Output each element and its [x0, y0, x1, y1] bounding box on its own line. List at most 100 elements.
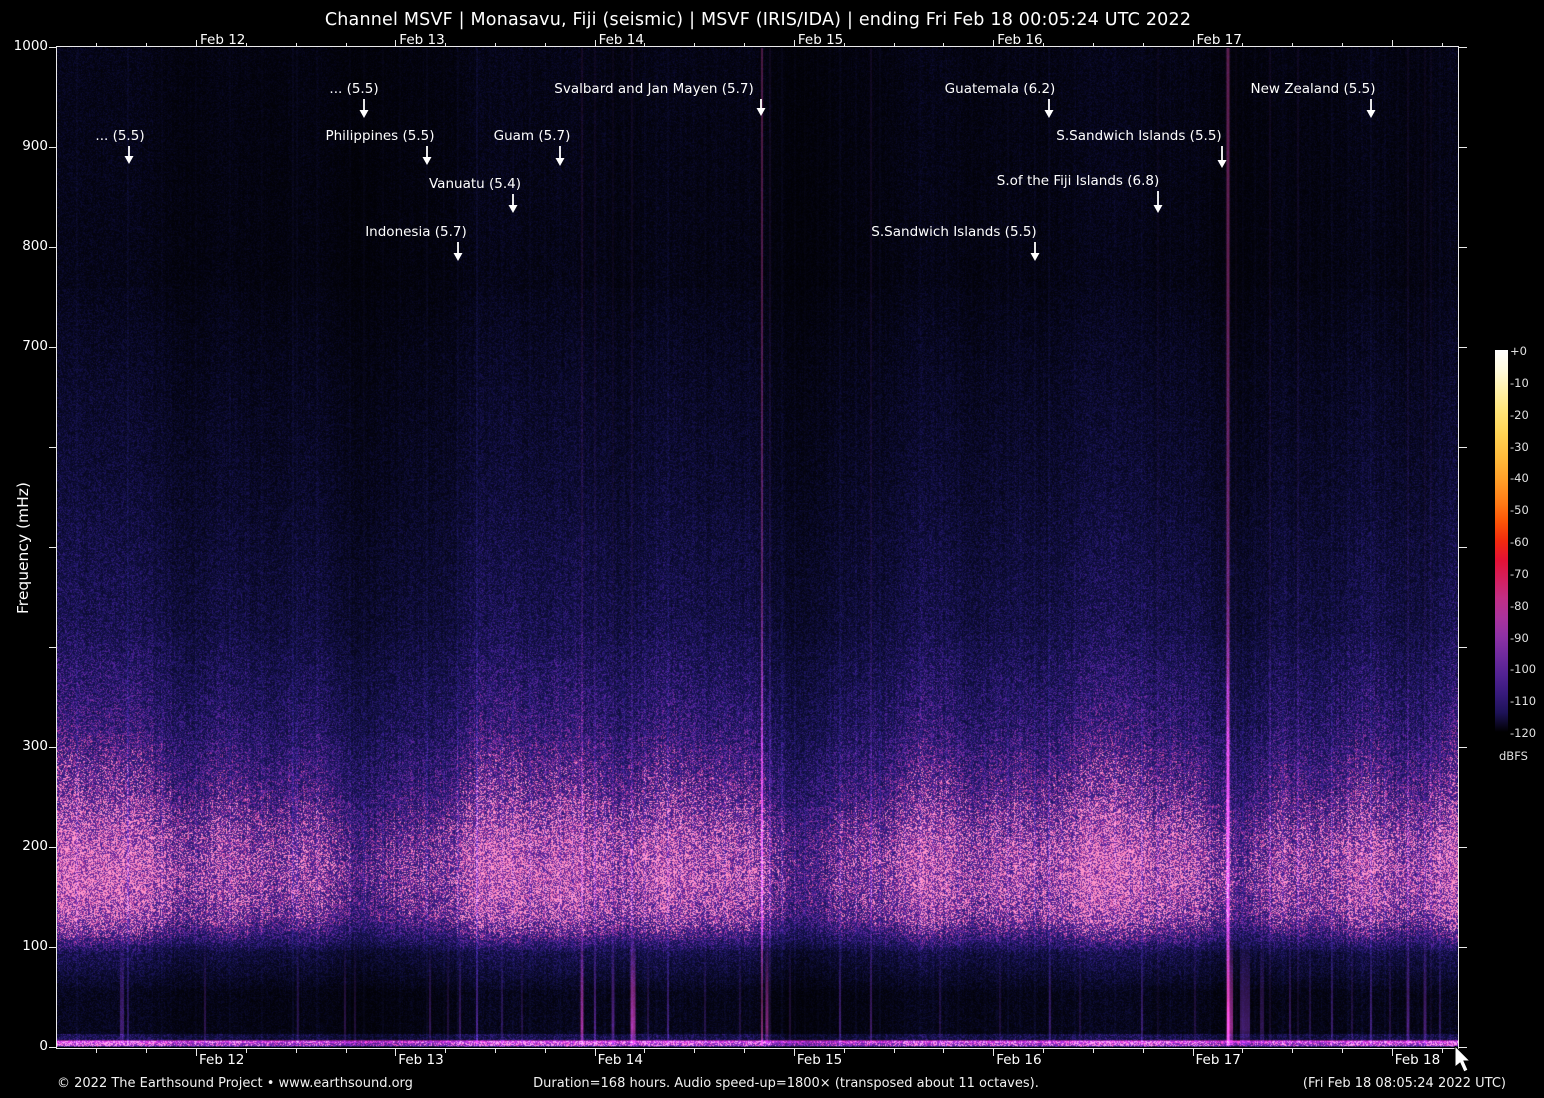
earthquake-annotation: Indonesia (5.7) — [365, 224, 467, 240]
earthquake-annotation: ... (5.5) — [95, 128, 145, 144]
x-minor-tick-top — [843, 43, 845, 47]
bottom-axis-day-label: Feb 15 — [796, 1052, 843, 1068]
top-axis-day-label: Feb 12 — [200, 32, 246, 48]
x-minor-tick-top — [1242, 43, 1244, 47]
earthquake-annotation: S.Sandwich Islands (5.5) — [1056, 128, 1222, 144]
y-tick-left — [49, 1047, 57, 1048]
x-minor-tick-bottom — [1342, 1048, 1343, 1053]
y-tick-right — [1459, 347, 1467, 348]
top-axis-day-label: Feb 17 — [1196, 32, 1242, 48]
render-timestamp-text: (Fri Feb 18 08:05:24 2022 UTC) — [1302, 1076, 1506, 1091]
colorbar-tick-label: -70 — [1510, 566, 1529, 581]
colorbar-tick-label: -80 — [1510, 598, 1529, 613]
x-major-tick-bottom — [594, 1048, 596, 1056]
y-tick-right — [1459, 947, 1467, 948]
top-axis-day-label: Feb 14 — [598, 32, 644, 48]
colorbar — [1495, 350, 1508, 732]
colorbar-unit-label: dBFS — [1499, 749, 1528, 763]
x-minor-tick-bottom — [893, 1048, 895, 1053]
y-axis-title: Frequency (mHz) — [14, 482, 32, 614]
x-minor-tick-top — [295, 43, 297, 47]
x-minor-tick-bottom — [744, 1048, 746, 1053]
x-minor-tick-top — [345, 43, 347, 47]
x-major-tick-top — [594, 40, 596, 47]
y-tick-label: 0 — [39, 1038, 48, 1054]
x-major-tick-top — [993, 40, 995, 47]
top-axis-day-label: Feb 15 — [797, 32, 844, 48]
x-minor-tick-top — [694, 43, 696, 47]
x-minor-tick-bottom — [345, 1048, 347, 1053]
x-minor-tick-bottom — [495, 1048, 496, 1053]
colorbar-tick-label: -100 — [1510, 662, 1537, 677]
y-tick-left — [49, 247, 57, 248]
y-tick-left — [49, 847, 57, 848]
top-axis-day-label: Feb 16 — [997, 32, 1043, 48]
x-minor-tick-bottom — [644, 1048, 646, 1053]
x-minor-tick-bottom — [544, 1048, 546, 1053]
bottom-axis-day-label: Feb 18 — [1394, 1052, 1441, 1068]
x-major-tick-top — [196, 40, 197, 47]
y-tick-left — [49, 447, 57, 448]
y-tick-label: 900 — [22, 138, 48, 154]
x-minor-tick-top — [893, 43, 895, 47]
x-minor-tick-top — [644, 43, 646, 47]
y-tick-label: 200 — [22, 838, 48, 854]
copyright-text: © 2022 The Earthsound Project • www.eart… — [57, 1076, 413, 1091]
x-minor-tick-bottom — [1043, 1048, 1044, 1053]
earthquake-annotation: S.of the Fiji Islands (6.8) — [996, 173, 1160, 189]
y-tick-right — [1459, 847, 1467, 848]
colorbar-tick-label: -50 — [1510, 503, 1529, 518]
x-minor-tick-top — [544, 43, 546, 47]
x-major-tick-bottom — [993, 1048, 995, 1056]
colorbar-tick-label: -110 — [1510, 694, 1537, 709]
y-tick-left — [49, 147, 57, 148]
x-major-tick-top — [1391, 40, 1393, 47]
x-minor-tick-top — [245, 43, 247, 47]
y-tick-right — [1459, 447, 1467, 448]
y-tick-right — [1459, 647, 1467, 648]
x-minor-tick-top — [1441, 43, 1443, 47]
colorbar-tick-label: -90 — [1510, 630, 1529, 645]
colorbar-tick-label: -10 — [1510, 375, 1529, 390]
y-tick-right — [1459, 1047, 1467, 1048]
x-major-tick-top — [1192, 40, 1194, 47]
colorbar-tick-label: -30 — [1510, 439, 1529, 454]
x-minor-tick-top — [1142, 43, 1144, 47]
x-minor-tick-top — [1292, 43, 1294, 47]
earthquake-annotation: Svalbard and Jan Mayen (5.7) — [554, 81, 754, 97]
x-minor-tick-top — [1342, 43, 1343, 47]
x-minor-tick-bottom — [1441, 1048, 1443, 1053]
y-tick-label: 100 — [22, 938, 48, 954]
y-tick-right — [1459, 747, 1467, 748]
y-tick-left — [49, 547, 57, 548]
x-minor-tick-bottom — [1142, 1048, 1144, 1053]
x-minor-tick-top — [1092, 43, 1094, 47]
x-minor-tick-bottom — [1242, 1048, 1244, 1053]
y-tick-left — [49, 947, 57, 948]
x-major-tick-bottom — [196, 1048, 197, 1056]
x-major-tick-bottom — [793, 1048, 795, 1056]
page-title: Channel MSVF | Monasavu, Fiji (seismic) … — [324, 10, 1192, 30]
x-minor-tick-top — [495, 43, 496, 47]
x-minor-tick-top — [744, 43, 746, 47]
x-minor-tick-top — [96, 43, 98, 47]
x-minor-tick-bottom — [295, 1048, 297, 1053]
colorbar-tick-label: +0 — [1510, 344, 1527, 358]
earthquake-annotation: ... (5.5) — [329, 81, 379, 97]
top-axis-day-label: Feb 13 — [399, 32, 445, 48]
x-minor-tick-bottom — [1092, 1048, 1094, 1053]
y-tick-left — [49, 647, 57, 648]
earthquake-annotation: Guatemala (6.2) — [944, 81, 1056, 97]
x-minor-tick-bottom — [694, 1048, 696, 1053]
y-tick-right — [1459, 547, 1467, 548]
earthquake-annotation: Vanuatu (5.4) — [429, 176, 521, 192]
x-minor-tick-top — [146, 43, 148, 47]
bottom-axis-day-label: Feb 17 — [1195, 1052, 1241, 1068]
earthquake-annotation: New Zealand (5.5) — [1250, 81, 1376, 97]
x-minor-tick-bottom — [146, 1048, 148, 1053]
bottom-axis-day-label: Feb 12 — [199, 1052, 245, 1068]
earthquake-annotation: Guam (5.7) — [493, 128, 571, 144]
y-tick-right — [1459, 147, 1467, 148]
x-minor-tick-top — [445, 43, 447, 47]
x-minor-tick-bottom — [445, 1048, 447, 1053]
